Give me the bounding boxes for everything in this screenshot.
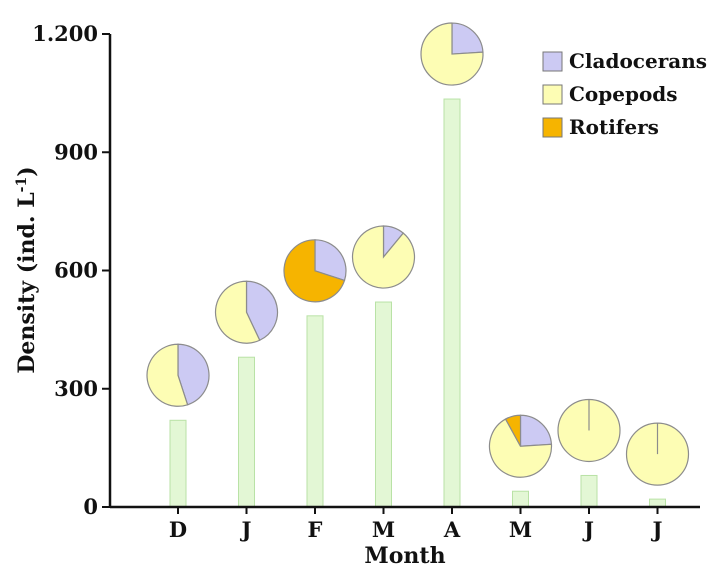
- legend-swatch: [542, 84, 563, 105]
- composition-pie: [488, 414, 553, 478]
- composition-pie: [557, 398, 621, 463]
- pie-slice-cladocerans: [177, 343, 210, 406]
- pie-slice-cladocerans: [245, 280, 279, 342]
- pie-slice-cladocerans: [519, 414, 553, 447]
- y-ticks: 0 300 600 900 1.200: [32, 21, 110, 519]
- density-bar: [169, 419, 187, 508]
- x-tick-label: F: [308, 517, 323, 542]
- pies-layer: [146, 22, 690, 486]
- legend-swatch: [542, 117, 563, 138]
- pie-slice-copepods: [420, 22, 484, 86]
- x-tick-label: D: [169, 517, 187, 542]
- legend-label: Rotifers: [569, 115, 659, 139]
- legend-label: Copepods: [569, 82, 678, 106]
- y-axis-title: Density (ind. L-1): [14, 166, 40, 373]
- pie-slice-copepods: [146, 343, 189, 407]
- x-tick-label: M: [372, 517, 395, 542]
- density-bar: [238, 356, 255, 508]
- pie-slice-copepods: [488, 418, 553, 478]
- x-tick-label: M: [509, 517, 532, 542]
- pie-slice-cladocerans: [314, 239, 347, 282]
- legend-label: Cladocerans: [569, 49, 707, 73]
- legend-swatch: [542, 51, 563, 72]
- pie-slice-rotifers: [504, 414, 522, 447]
- x-tick-label: J: [651, 517, 663, 542]
- composition-pie: [283, 239, 347, 303]
- composition-pie: [351, 225, 416, 289]
- density-bar: [443, 98, 461, 508]
- y-tick-label: 600: [54, 258, 98, 283]
- pie-slice-copepods: [351, 225, 416, 289]
- legend: Cladocerans Copepods Rotifers: [542, 49, 707, 139]
- y-axis-title-superscript: -1: [14, 177, 30, 193]
- bars-layer: [169, 98, 666, 508]
- pie-slice-rotifers: [283, 239, 346, 303]
- pie-slice-copepods: [214, 280, 261, 344]
- composition-pie: [420, 22, 484, 86]
- composition-pie: [214, 280, 279, 344]
- x-tick-label: J: [240, 517, 252, 542]
- density-bar: [375, 301, 392, 508]
- x-axis-title: Month: [364, 543, 445, 568]
- y-tick-label: 0: [83, 494, 98, 519]
- composition-pie: [625, 422, 690, 486]
- y-tick-label: 900: [54, 139, 98, 164]
- density-bar: [306, 315, 324, 508]
- y-tick-label: 1.200: [32, 21, 98, 46]
- x-tick-label: J: [582, 517, 594, 542]
- y-tick-label: 300: [54, 376, 98, 401]
- x-tick-label: A: [443, 517, 461, 542]
- density-bar: [512, 490, 529, 508]
- density-bar: [580, 474, 598, 508]
- pie-slice-cladocerans: [451, 22, 484, 55]
- composition-pie: [146, 343, 210, 407]
